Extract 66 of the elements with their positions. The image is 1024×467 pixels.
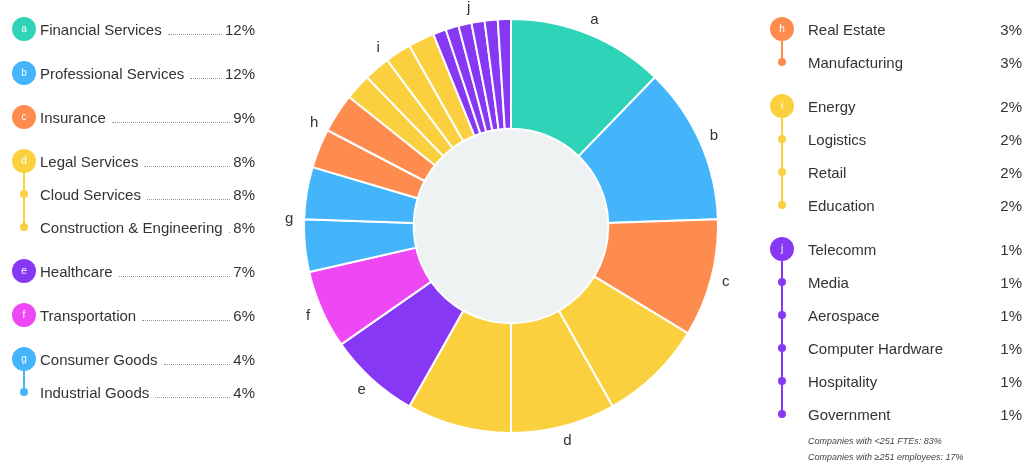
text: Companies with <251 FTEs: 83% bbox=[808, 435, 943, 448]
text: c bbox=[721, 272, 730, 290]
data-label: 8% bbox=[233, 152, 255, 172]
text: e bbox=[357, 380, 366, 398]
data-label: 1% bbox=[1000, 372, 1022, 392]
legend-label: Computer Hardware bbox=[808, 339, 944, 359]
data-label: 1% bbox=[1000, 273, 1022, 293]
data-label: 9% bbox=[233, 108, 255, 128]
text: Companies with ≥251 employees: 17% bbox=[808, 451, 964, 464]
legend-label: Cloud Services bbox=[40, 185, 141, 205]
text: g bbox=[284, 209, 294, 227]
text: j bbox=[780, 243, 784, 254]
text: i bbox=[780, 100, 784, 111]
text: j bbox=[466, 0, 471, 16]
text: d bbox=[563, 430, 572, 448]
text: f bbox=[22, 309, 26, 320]
data-label: 2% bbox=[1000, 196, 1022, 216]
data-label: 3% bbox=[1000, 20, 1022, 40]
text: h bbox=[779, 23, 785, 34]
legend-label: Consumer Goods bbox=[40, 350, 158, 370]
text: a bbox=[21, 23, 27, 34]
data-label: 12% bbox=[224, 64, 255, 84]
text: b bbox=[709, 126, 719, 144]
legend-label: Media bbox=[808, 273, 849, 293]
legend-label: Energy bbox=[808, 97, 856, 117]
legend-label: Industrial Goods bbox=[40, 383, 150, 403]
legend-label: Professional Services bbox=[40, 64, 185, 84]
legend-label: Healthcare bbox=[40, 262, 113, 282]
legend-label: Hospitality bbox=[808, 372, 878, 392]
text: e bbox=[21, 265, 27, 276]
legend-label: Education bbox=[808, 196, 875, 216]
data-label: 8% bbox=[233, 185, 255, 205]
text: c bbox=[21, 111, 27, 122]
legend-label: Aerospace bbox=[808, 306, 880, 326]
data-label: 2% bbox=[1000, 163, 1022, 183]
data-label: 8% bbox=[233, 218, 255, 238]
data-label: 4% bbox=[233, 383, 255, 403]
data-label: 7% bbox=[233, 262, 255, 282]
legend-label: Real Estate bbox=[808, 20, 886, 40]
legend-label: Retail bbox=[808, 163, 847, 183]
data-label: 1% bbox=[1000, 240, 1022, 260]
text: b bbox=[21, 67, 27, 78]
text: i bbox=[376, 38, 380, 56]
data-label: 12% bbox=[224, 20, 255, 40]
text: g bbox=[21, 353, 27, 364]
legend-label: Financial Services bbox=[40, 20, 162, 40]
legend-label: Legal Services bbox=[40, 152, 139, 172]
data-label: 3% bbox=[1000, 53, 1022, 73]
legend-label: Construction & Engineering bbox=[40, 218, 223, 238]
text: f bbox=[305, 306, 311, 323]
legend-label: Logistics bbox=[808, 130, 867, 150]
legend-label: Manufacturing bbox=[808, 53, 904, 73]
legend-label: Telecomm bbox=[808, 240, 877, 260]
data-label: 1% bbox=[1000, 339, 1022, 359]
data-label: 6% bbox=[233, 306, 255, 326]
data-label: 1% bbox=[1000, 306, 1022, 326]
text: d bbox=[21, 155, 27, 166]
data-label: 4% bbox=[233, 350, 255, 370]
legend-label: Government bbox=[808, 405, 891, 425]
data-label: 1% bbox=[1000, 405, 1022, 425]
legend-label: Transportation bbox=[40, 306, 137, 326]
text: a bbox=[590, 10, 599, 28]
data-label: 2% bbox=[1000, 130, 1022, 150]
data-label: 2% bbox=[1000, 97, 1022, 117]
legend-label: Insurance bbox=[40, 108, 106, 128]
text: h bbox=[310, 113, 319, 131]
